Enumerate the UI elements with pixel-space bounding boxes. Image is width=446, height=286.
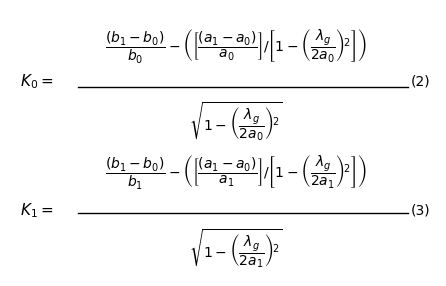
Text: $\sqrt{1 - \left(\dfrac{\lambda_g}{2a_1}\right)^{\!2}}$: $\sqrt{1 - \left(\dfrac{\lambda_g}{2a_1}… [189,227,283,270]
Text: $K_0 =$: $K_0 =$ [21,72,54,91]
Text: $\dfrac{(b_1 - b_0)}{b_1} - \left(\left[\dfrac{(a_1 - a_0)}{a_1}\right] / \left[: $\dfrac{(b_1 - b_0)}{b_1} - \left(\left[… [105,154,367,191]
Text: $K_1 =$: $K_1 =$ [21,201,54,220]
Text: (2): (2) [410,74,430,88]
Text: $\sqrt{1 - \left(\dfrac{\lambda_g}{2a_0}\right)^{\!2}}$: $\sqrt{1 - \left(\dfrac{\lambda_g}{2a_0}… [189,100,283,143]
Text: (3): (3) [410,203,430,217]
Text: $\dfrac{(b_1 - b_0)}{b_0} - \left(\left[\dfrac{(a_1 - a_0)}{a_0}\right] / \left[: $\dfrac{(b_1 - b_0)}{b_0} - \left(\left[… [105,27,367,65]
